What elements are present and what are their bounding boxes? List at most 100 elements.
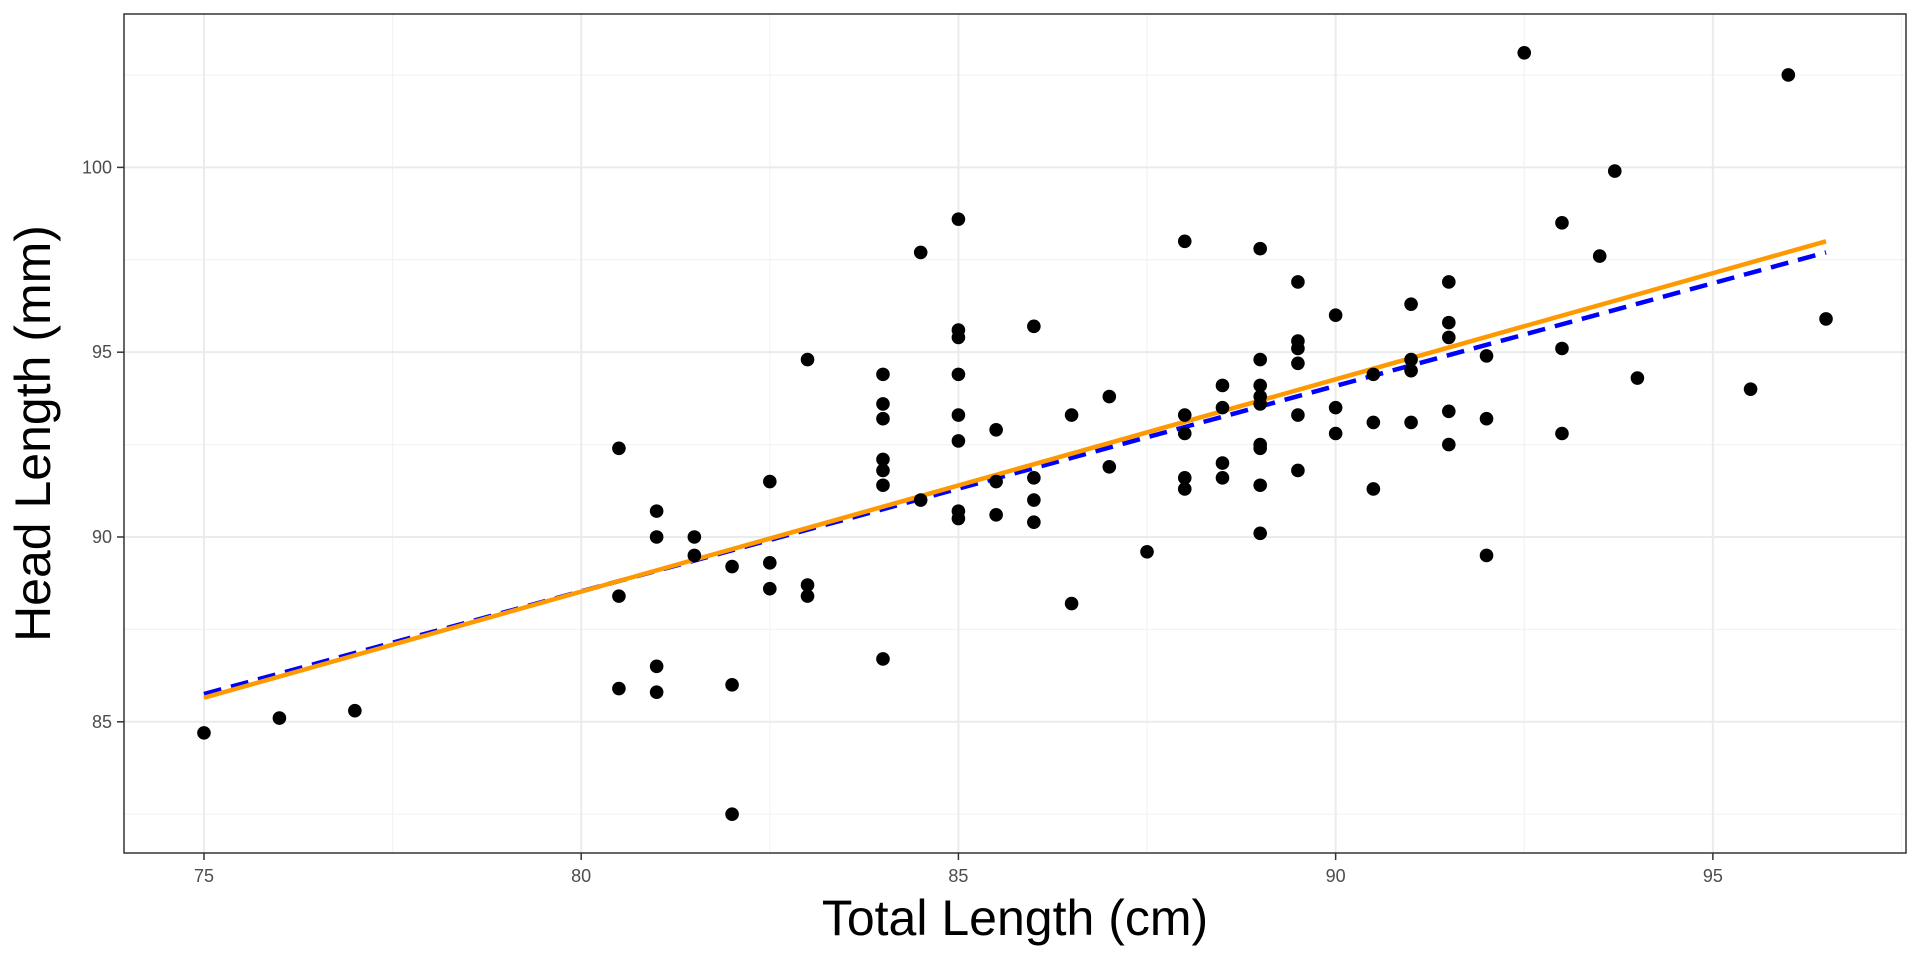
data-point (1479, 349, 1494, 363)
data-point (1366, 367, 1381, 382)
panel-border (123, 13, 1907, 854)
data-point (1366, 415, 1381, 430)
data-point (197, 726, 211, 740)
data-point (951, 434, 966, 448)
data-point (951, 367, 966, 382)
data-point (1479, 411, 1494, 426)
data-point (1140, 544, 1154, 559)
data-point (1027, 493, 1041, 507)
data-point (1215, 456, 1230, 470)
data-point (1215, 471, 1230, 485)
data-point (687, 530, 702, 544)
x-tick-label: 90 (1326, 866, 1346, 886)
grid-minor (124, 14, 1906, 853)
data-point (763, 581, 777, 596)
data-point (951, 408, 966, 422)
data-point (763, 474, 777, 489)
data-point (1253, 526, 1267, 541)
data-point (1607, 164, 1622, 178)
x-axis-ticks: 75 80 85 90 95 (194, 853, 1723, 886)
data-points (197, 46, 1833, 821)
data-point (1177, 408, 1192, 422)
data-point (1819, 312, 1833, 326)
x-tick-label: 85 (948, 866, 968, 886)
data-point (649, 504, 664, 518)
data-point (1291, 356, 1305, 371)
data-point (1328, 426, 1343, 441)
data-point (913, 493, 928, 507)
data-point (1253, 441, 1267, 456)
data-point (1592, 249, 1607, 263)
data-point (800, 589, 815, 603)
data-point (989, 474, 1003, 489)
data-point (1442, 315, 1456, 330)
data-point (1291, 463, 1305, 478)
data-point (1215, 378, 1230, 393)
data-point (1102, 389, 1117, 404)
data-point (876, 463, 890, 478)
x-tick-label: 95 (1703, 866, 1723, 886)
data-point (1291, 341, 1305, 356)
data-point (1027, 319, 1041, 334)
data-point (649, 530, 664, 544)
y-tick-label: 95 (92, 342, 112, 362)
data-point (1328, 308, 1343, 323)
data-point (1630, 371, 1645, 385)
y-tick-label: 100 (82, 157, 112, 177)
data-point (1027, 515, 1041, 530)
data-point (1555, 426, 1569, 441)
data-point (1479, 548, 1494, 563)
data-point (649, 659, 664, 674)
x-tick-label: 75 (194, 866, 214, 886)
y-tick-label: 90 (92, 527, 112, 547)
data-point (1404, 363, 1418, 378)
data-point (1328, 400, 1343, 415)
data-point (800, 578, 815, 592)
data-point (1404, 415, 1418, 430)
data-point (1253, 352, 1267, 367)
data-point (1177, 482, 1192, 496)
data-point (649, 685, 664, 700)
data-point (1442, 275, 1456, 289)
data-point (951, 212, 966, 226)
data-point (876, 397, 890, 411)
x-tick-label: 80 (571, 866, 591, 886)
data-point (1555, 216, 1569, 230)
x-axis-title: Total Length (cm) (822, 890, 1208, 946)
y-axis-ticks: 85 90 95 100 (82, 157, 124, 732)
data-point (1177, 234, 1192, 249)
data-point (876, 367, 890, 382)
data-point (876, 478, 890, 493)
data-point (1215, 400, 1230, 415)
data-point (989, 423, 1003, 437)
data-point (1404, 297, 1418, 311)
fit-lines (203, 239, 1827, 700)
data-point (612, 681, 626, 696)
data-point (763, 556, 777, 570)
data-point (272, 711, 287, 725)
data-point (725, 559, 739, 574)
data-point (1517, 46, 1532, 60)
data-point (1291, 408, 1305, 422)
y-axis-title: Head Length (mm) (5, 225, 61, 642)
data-point (876, 452, 890, 467)
data-point (612, 441, 626, 456)
data-point (1442, 437, 1456, 452)
data-point (687, 548, 702, 563)
y-tick-label: 85 (92, 712, 112, 732)
data-point (1253, 478, 1267, 493)
data-point (1253, 241, 1267, 256)
data-point (1291, 275, 1305, 289)
data-point (1781, 68, 1796, 82)
data-point (1253, 378, 1267, 393)
data-point (1253, 397, 1267, 411)
data-point (1064, 596, 1079, 611)
data-point (1177, 426, 1192, 441)
data-point (1442, 330, 1456, 345)
data-point (989, 508, 1003, 522)
data-point (725, 807, 739, 821)
fit-line-solid (203, 239, 1827, 700)
data-point (913, 245, 928, 260)
data-point (1102, 459, 1117, 474)
